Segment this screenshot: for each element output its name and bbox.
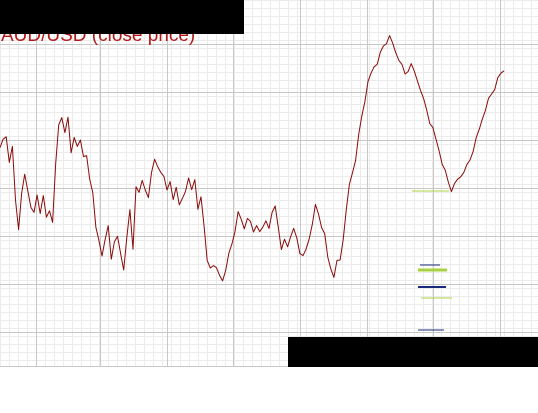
trade-markers [412, 190, 452, 331]
grid-major [0, 0, 538, 367]
price-series-line [0, 35, 505, 282]
grid-minor [0, 0, 538, 366]
redaction-block-top [0, 0, 244, 34]
redaction-block-bottom [288, 337, 538, 367]
